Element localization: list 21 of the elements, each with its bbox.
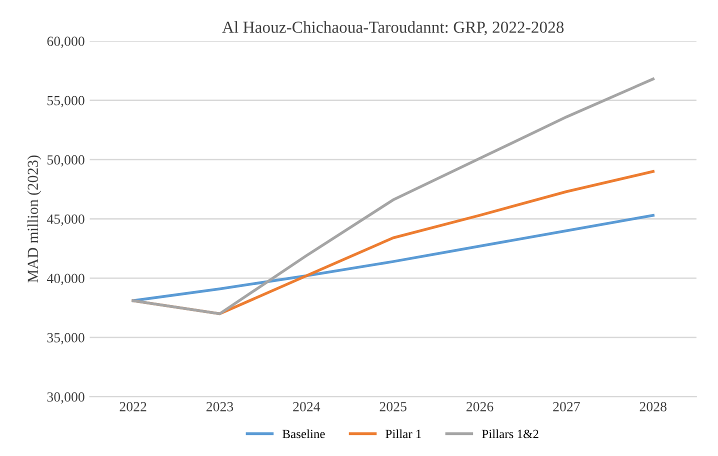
y-tick-label: 35,000 xyxy=(47,333,84,344)
legend-label: Pillar 1 xyxy=(386,429,421,438)
line-series xyxy=(132,214,655,302)
x-tick-label: 2027 xyxy=(553,402,580,412)
y-tick-label: 45,000 xyxy=(46,214,84,226)
line-series xyxy=(132,78,655,316)
legend-label: Baseline xyxy=(282,429,325,438)
x-tick-label: 2025 xyxy=(380,402,406,412)
y-axis-title: MAD million (2023) xyxy=(27,155,42,283)
x-tick-label: 2026 xyxy=(466,402,494,412)
x-tick-label: 2028 xyxy=(640,402,666,412)
y-tick-label: 55,000 xyxy=(48,96,84,108)
y-tick-label: 40,000 xyxy=(46,274,84,286)
y-tick-label: 50,000 xyxy=(48,155,84,167)
x-tick-label: 2023 xyxy=(206,402,234,412)
y-tick-label: 60,000 xyxy=(47,36,84,48)
x-tick-label: 2022 xyxy=(120,402,146,412)
y-tick-label: 30,000 xyxy=(47,392,84,404)
legend-label: Pillars 1&2 xyxy=(482,429,538,438)
chart-title: Al Haouz-Chichaoua-Taroudannt: GRP, 2022-2028 xyxy=(222,21,564,36)
x-tick-label: 2024 xyxy=(293,402,320,412)
